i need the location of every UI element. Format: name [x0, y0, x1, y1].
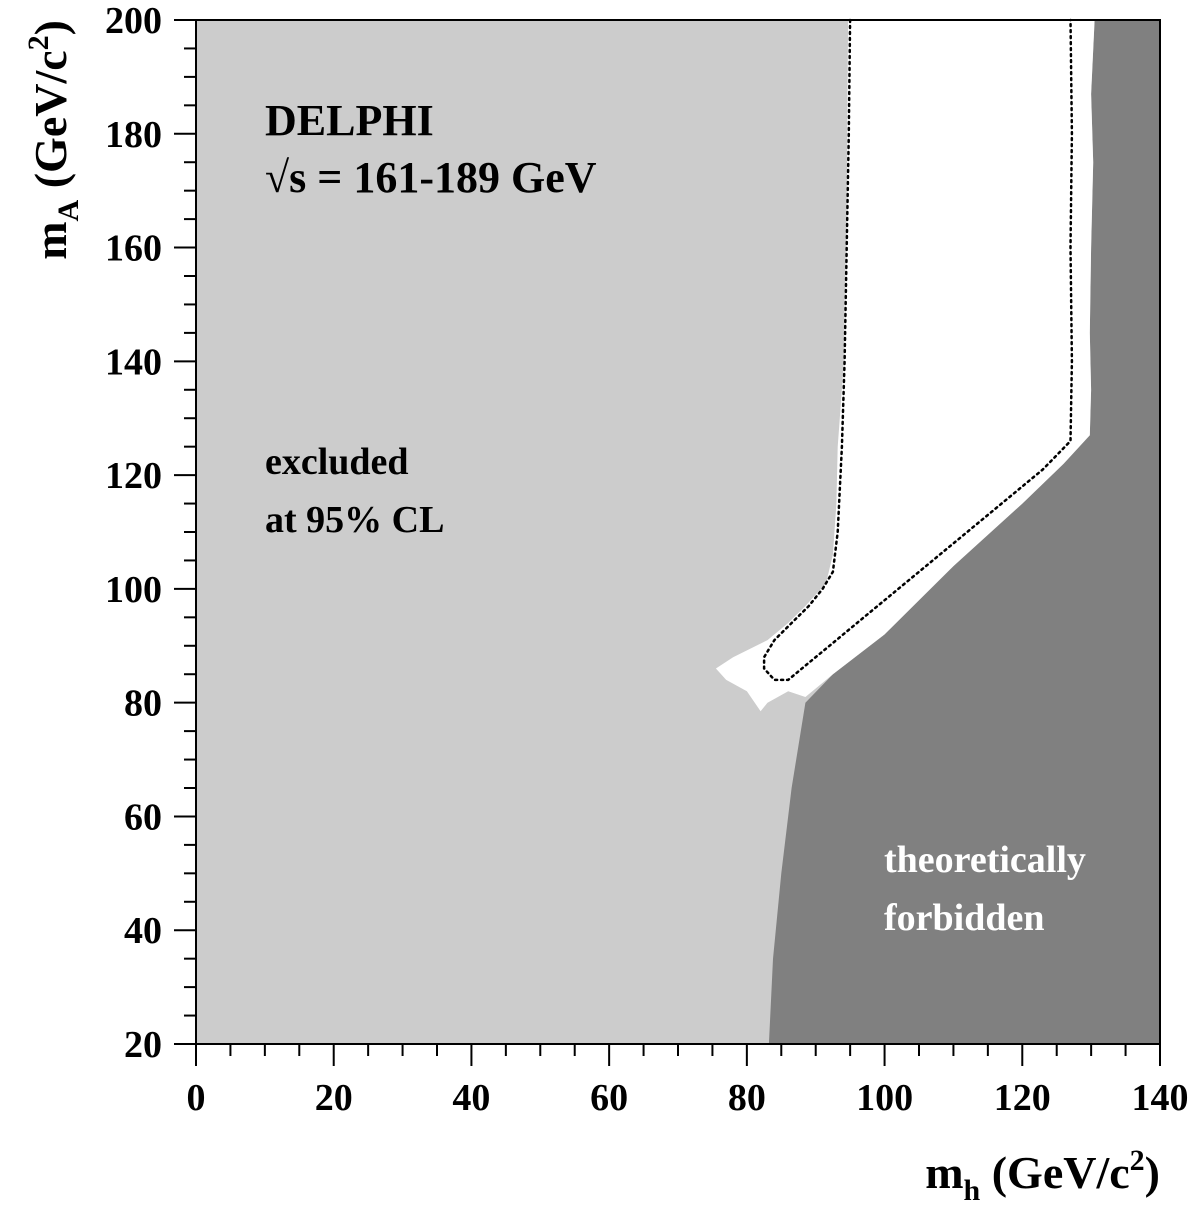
series-layer — [762, 18, 1074, 682]
allowed-region — [715, 20, 1095, 712]
expected-limit-line — [762, 18, 1074, 682]
y-tick-label: 100 — [105, 569, 162, 611]
y-tick-label: 180 — [105, 114, 162, 156]
y-tick-label: 120 — [105, 455, 162, 497]
forbidden-region — [768, 20, 1160, 1044]
y-axis-title: mA (GeV/c2) — [22, 20, 85, 260]
x-axis-tick-labels: 0 20 40 60 80 100 120 140 — [187, 1077, 1189, 1119]
y-tick-label: 60 — [124, 796, 162, 838]
forbidden-label-line2: forbidden — [884, 897, 1044, 939]
x-axis-title-sub: h — [964, 1174, 981, 1207]
y-tick-label: 140 — [105, 341, 162, 383]
y-axis-title-close: ) — [25, 20, 76, 35]
y-axis-title-unit: (GeV/c — [25, 50, 76, 199]
y-axis-title-main: m — [25, 221, 76, 259]
x-tick-label: 100 — [856, 1077, 913, 1119]
energy-label: √s = 161-189 GeV — [265, 153, 597, 202]
x-axis-ticks — [195, 1044, 1161, 1066]
y-tick-label: 200 — [105, 0, 162, 42]
x-tick-label: 40 — [452, 1077, 490, 1119]
x-axis-title-unit: (GeV/c — [980, 1147, 1129, 1198]
x-tick-label: 0 — [187, 1077, 206, 1119]
x-tick-label: 60 — [590, 1077, 628, 1119]
excluded-label-line2: at 95% CL — [265, 499, 444, 541]
regions-layer — [196, 20, 1160, 1044]
experiment-label: DELPHI — [265, 96, 434, 145]
x-tick-label: 20 — [315, 1077, 353, 1119]
x-tick-label: 80 — [728, 1077, 766, 1119]
y-axis-title-sup: 2 — [22, 35, 55, 50]
y-axis-title-sub: A — [52, 199, 85, 221]
x-axis-title: mh (GeV/c2) — [925, 1144, 1160, 1207]
x-axis-title-sup: 2 — [1130, 1144, 1145, 1177]
x-axis-title-close: ) — [1145, 1147, 1160, 1198]
y-tick-label: 160 — [105, 228, 162, 270]
x-tick-label: 140 — [1132, 1077, 1189, 1119]
forbidden-label-line1: theoretically — [884, 839, 1086, 881]
x-tick-label: 120 — [994, 1077, 1051, 1119]
y-axis-ticks — [174, 19, 196, 1045]
y-tick-label: 80 — [124, 683, 162, 725]
y-tick-label: 40 — [124, 910, 162, 952]
x-axis-title-main: m — [925, 1147, 963, 1198]
y-axis-tick-labels: 20 40 60 80 100 120 140 160 180 200 — [105, 0, 162, 1066]
excluded-label-line1: excluded — [265, 441, 409, 483]
y-tick-label: 20 — [124, 1024, 162, 1066]
